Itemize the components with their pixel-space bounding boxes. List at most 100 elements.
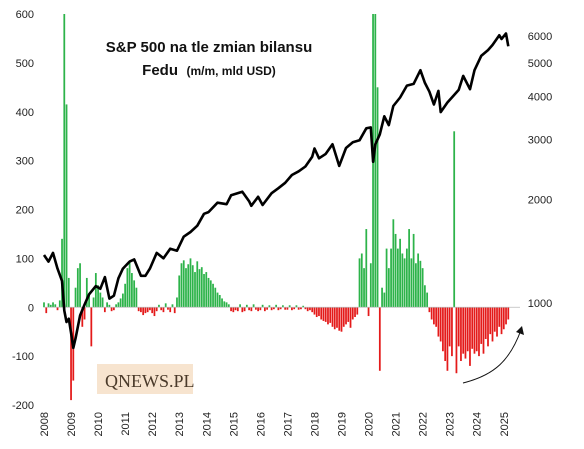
- bar-2018-04: [320, 307, 323, 320]
- x-tick-2022: 2022: [418, 412, 430, 436]
- trend-arrow: [462, 326, 524, 384]
- arrow-head: [516, 326, 524, 335]
- bar-2014-07: [218, 295, 221, 308]
- bar-2018-12: [338, 307, 341, 331]
- bar-2009-03: [74, 287, 77, 308]
- bar-2017-10: [306, 307, 309, 312]
- chart-title-main: Fedu: [142, 62, 178, 79]
- bar-2008-03: [47, 303, 50, 308]
- bar-2022-08: [437, 307, 440, 337]
- bar-2016-10: [279, 307, 282, 310]
- bar-2013-09: [196, 261, 199, 308]
- bar-2017-07: [300, 307, 302, 310]
- right-tick-4000: 4000: [528, 91, 552, 103]
- bar-2017-05: [295, 305, 298, 308]
- bar-2024-08: [491, 307, 494, 342]
- bar-2024-03: [480, 307, 483, 344]
- bar-2017-11: [309, 307, 311, 311]
- bar-2021-06: [405, 248, 408, 308]
- bar-2021-04: [401, 253, 404, 308]
- bar-2010-07: [110, 307, 113, 312]
- left-tick-300: 300: [16, 156, 34, 168]
- bar-2009-05: [79, 263, 81, 308]
- bar-2021-07: [408, 229, 410, 308]
- bar-2023-07: [462, 307, 465, 354]
- left-tick--200: -200: [12, 400, 34, 412]
- bar-2019-06: [351, 307, 354, 320]
- bar-2020-04: [374, 14, 377, 308]
- bar-2024-05: [484, 307, 487, 340]
- bar-2014-08: [221, 298, 223, 308]
- bar-2016-12: [284, 307, 287, 310]
- bar-2016-07: [273, 307, 275, 310]
- x-tick-2025: 2025: [499, 412, 511, 436]
- bar-2010-12: [122, 293, 124, 308]
- bar-2021-09: [412, 233, 415, 308]
- bar-2021-01: [394, 233, 397, 308]
- bar-2025-02: [505, 307, 507, 325]
- bar-2014-05: [214, 287, 217, 308]
- bar-2015-11: [254, 307, 257, 310]
- bar-2013-07: [191, 265, 194, 308]
- bar-2011-12: [149, 307, 151, 311]
- bar-2009-11: [92, 297, 95, 308]
- logo: QNEWS.PL: [97, 364, 195, 394]
- bar-2016-01: [259, 307, 262, 311]
- bar-2013-08: [194, 272, 196, 308]
- bar-2014-03: [209, 280, 212, 308]
- bar-2019-04: [347, 307, 350, 322]
- bar-2018-10: [333, 307, 336, 330]
- bar-2008-07: [56, 307, 59, 311]
- bar-2020-12: [392, 219, 395, 308]
- bar-2008-10: [63, 14, 66, 308]
- bar-2009-07: [83, 307, 86, 320]
- bar-2021-10: [415, 263, 417, 308]
- bar-2014-09: [223, 301, 226, 308]
- bar-2012-11: [173, 307, 176, 314]
- bar-2018-02: [315, 307, 318, 318]
- bar-2016-06: [270, 307, 273, 311]
- left-tick-400: 400: [16, 107, 34, 119]
- right-tick-2000: 2000: [528, 195, 552, 207]
- bar-2012-07: [164, 303, 167, 308]
- bar-2008-11: [65, 104, 68, 308]
- bar-2024-01: [475, 307, 478, 352]
- bar-2016-02: [261, 304, 264, 308]
- bar-2018-01: [313, 307, 316, 315]
- bar-2023-04: [455, 307, 458, 374]
- bar-2015-09: [250, 307, 253, 312]
- bar-2021-03: [399, 238, 401, 308]
- bar-2012-12: [176, 297, 178, 308]
- bar-2011-07: [137, 307, 140, 312]
- bar-2012-04: [158, 304, 160, 308]
- right-tick-5000: 5000: [528, 58, 552, 70]
- bar-2012-09: [169, 307, 172, 313]
- bar-2012-02: [153, 307, 156, 317]
- bar-2016-03: [263, 307, 266, 312]
- bar-2020-11: [390, 248, 392, 308]
- bar-2011-08: [140, 307, 142, 313]
- x-tick-2024: 2024: [472, 412, 484, 436]
- bar-2023-01: [448, 307, 451, 347]
- bar-2023-12: [473, 307, 476, 354]
- bar-2011-09: [142, 307, 145, 316]
- bar-2012-08: [167, 307, 169, 310]
- bar-2020-10: [387, 268, 390, 308]
- x-axis-ticks: 2008 2009 2010 2011 2012 2013 2014 2015 2016 2017…: [39, 412, 511, 436]
- bar-2018-11: [336, 307, 338, 328]
- bar-2013-10: [198, 269, 201, 308]
- bar-2014-12: [230, 307, 232, 312]
- x-tick-2021: 2021: [391, 412, 403, 436]
- arrow-curve: [462, 329, 522, 384]
- x-tick-2010: 2010: [93, 412, 105, 436]
- bar-2023-05: [457, 307, 460, 347]
- bar-2019-10: [360, 253, 363, 308]
- bar-2010-03: [101, 297, 104, 308]
- bar-2022-12: [446, 307, 449, 371]
- bar-2010-09: [115, 304, 117, 308]
- bar-2024-02: [478, 307, 480, 357]
- bar-2017-03: [291, 307, 293, 311]
- bar-2015-10: [252, 304, 255, 308]
- bar-2018-08: [329, 307, 332, 323]
